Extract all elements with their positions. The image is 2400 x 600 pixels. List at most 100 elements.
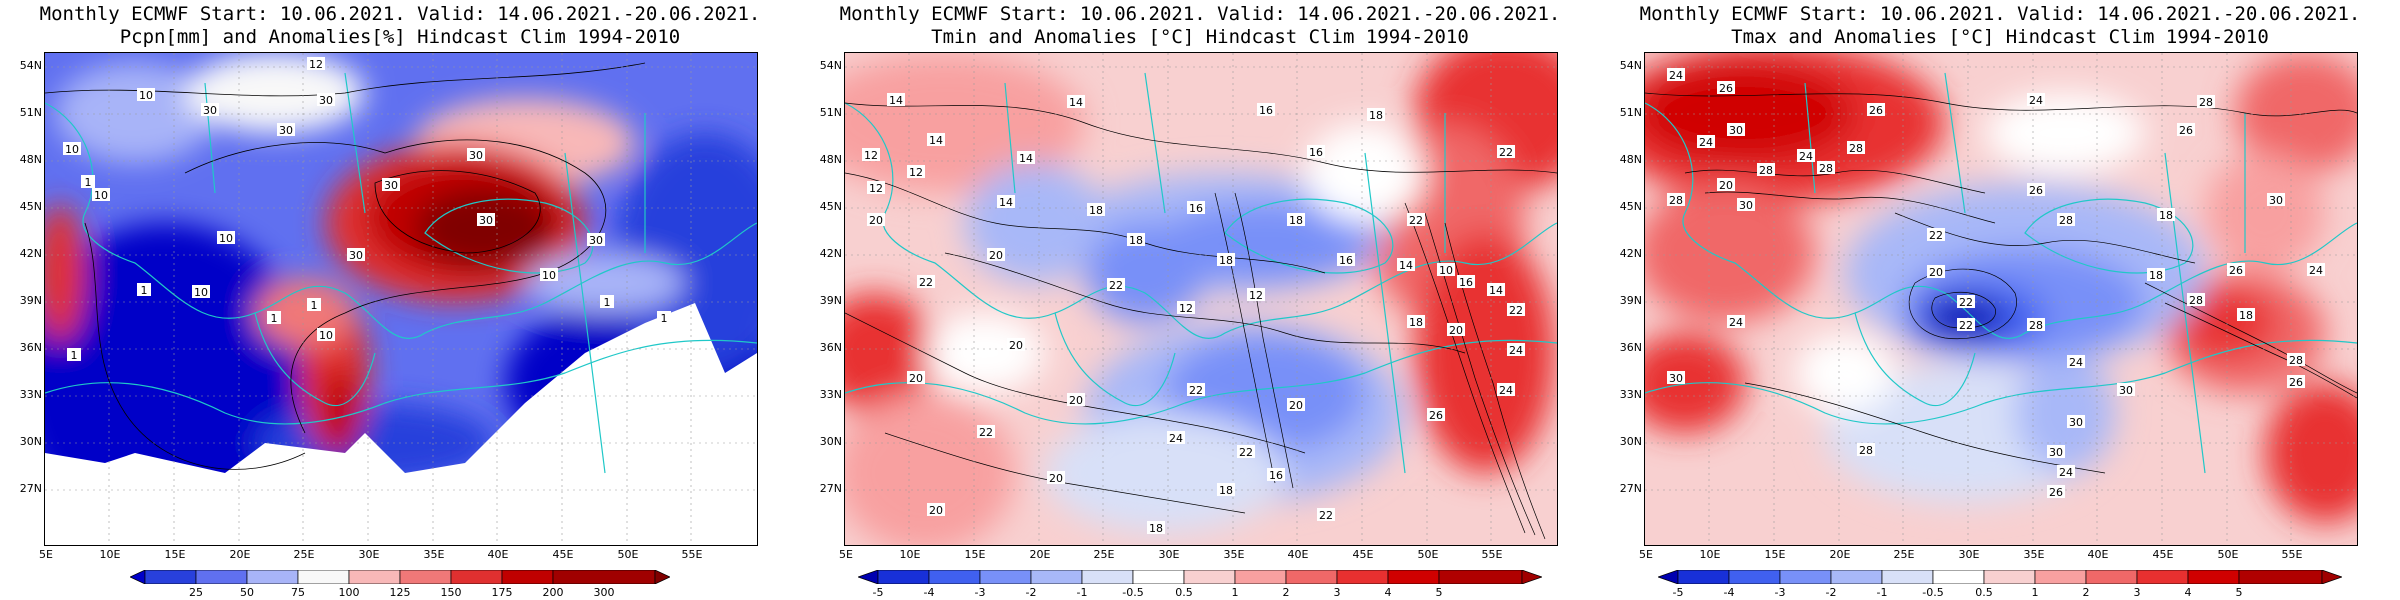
colorbar-label: 4 — [1384, 586, 1392, 599]
lon-tick: 50E — [2217, 548, 2239, 561]
lon-tick: 50E — [617, 548, 639, 561]
contour-label: 20 — [1049, 472, 1063, 485]
lat-tick: 51N — [1619, 106, 1642, 119]
contour-label: 12 — [1249, 289, 1263, 302]
contour-label: 22 — [1959, 296, 1973, 309]
lat-tick: 45N — [1619, 200, 1642, 213]
contour-label: 20 — [929, 504, 943, 517]
contour-label: 10 — [1439, 264, 1453, 277]
colorbar-label: -4 — [1723, 586, 1735, 599]
colorbar-label: 125 — [389, 586, 411, 599]
lat-tick: 36N — [1619, 341, 1642, 354]
panel-title-line1: Monthly ECMWF Start: 10.06.2021. Valid: … — [39, 3, 761, 25]
lat-tick: 54N — [1619, 59, 1642, 72]
contour-label: 1 — [141, 284, 148, 297]
contour-label: 10 — [194, 286, 208, 299]
lat-tick: 36N — [19, 341, 42, 354]
contour-label: 28 — [2289, 354, 2303, 367]
lon-tick: 35E — [2023, 548, 2045, 561]
contour-label: 18 — [2239, 309, 2253, 322]
lat-tick: 36N — [819, 341, 842, 354]
colorbar-label: -2 — [1825, 586, 1837, 599]
colorbar-label: 200 — [542, 586, 564, 599]
contour-label: 16 — [1309, 146, 1323, 159]
contour-label: 12 — [309, 58, 323, 71]
lon-tick: 45E — [2152, 548, 2174, 561]
lon-tick: 30E — [358, 548, 380, 561]
contour-label: 18 — [1219, 254, 1233, 267]
colorbar-label: 2 — [2082, 586, 2090, 599]
contour-label: 22 — [1189, 384, 1203, 397]
contour-label: 18 — [1129, 234, 1143, 247]
contour-label: 30 — [2119, 384, 2133, 397]
lon-tick: 15E — [164, 548, 186, 561]
contour-label: 1 — [311, 299, 318, 312]
contour-label: 10 — [139, 89, 153, 102]
contour-label: 22 — [979, 426, 993, 439]
colorbar-label: -3 — [974, 586, 986, 599]
lon-tick: 50E — [1417, 548, 1439, 561]
colorbar-label: -0.5 — [1922, 586, 1944, 599]
tmin-colorbar — [858, 570, 1542, 584]
contour-label: 30 — [279, 124, 293, 137]
colorbar-label: 50 — [240, 586, 254, 599]
contour-label: 24 — [1169, 432, 1183, 445]
contour-label: 20 — [1289, 399, 1303, 412]
lon-tick: 5E — [839, 548, 853, 561]
lat-tick: 30N — [19, 435, 42, 448]
contour-label: 24 — [2029, 94, 2043, 107]
contour-label: 1 — [71, 349, 78, 362]
contour-label: 30 — [1669, 372, 1683, 385]
tmax-colorbar — [1658, 570, 2342, 584]
contour-label: 30 — [319, 94, 333, 107]
colorbar-label: 150 — [440, 586, 462, 599]
contour-label: 16 — [1189, 202, 1203, 215]
colorbar-label: 0.5 — [1975, 586, 1993, 599]
colorbar-label: 300 — [593, 586, 615, 599]
contour-label: 18 — [1149, 522, 1163, 535]
contour-label: 28 — [2059, 214, 2073, 227]
colorbar-label: 175 — [491, 586, 513, 599]
colorbar-label: 5 — [1435, 586, 1443, 599]
colorbar-label: 2 — [1282, 586, 1290, 599]
contour-label: 26 — [2049, 486, 2063, 499]
lat-tick: 27N — [1619, 482, 1642, 495]
contour-label: 12 — [869, 182, 883, 195]
contour-label: 14 — [999, 196, 1013, 209]
contour-label: 20 — [1069, 394, 1083, 407]
panel-title-line2: Pcpn[mm] and Anomalies[%] Hindcast Clim … — [119, 26, 681, 48]
contour-label: 28 — [2199, 96, 2213, 109]
contour-label: 30 — [2049, 446, 2063, 459]
lat-tick: 39N — [19, 294, 42, 307]
contour-label: 30 — [589, 234, 603, 247]
contour-label: 18 — [1369, 109, 1383, 122]
lon-tick: 40E — [1287, 548, 1309, 561]
lat-tick: 54N — [19, 59, 42, 72]
lon-tick: 20E — [229, 548, 251, 561]
tmax-panel: Monthly ECMWF Start: 10.06.2021. Valid: … — [1600, 0, 2400, 600]
contour-label: 1 — [85, 176, 92, 189]
contour-label: 26 — [2029, 184, 2043, 197]
lon-tick: 25E — [293, 548, 315, 561]
contour-label: 1 — [661, 312, 668, 325]
contour-label: 18 — [1289, 214, 1303, 227]
colorbar-label: -1 — [1876, 586, 1888, 599]
colorbar-label: 1 — [2031, 586, 2039, 599]
contour-label: 16 — [1459, 276, 1473, 289]
contour-label: 30 — [349, 249, 363, 262]
lat-tick: 51N — [19, 106, 42, 119]
contour-label: 26 — [1869, 104, 1883, 117]
contour-label: 26 — [2229, 264, 2243, 277]
colorbar-label: -4 — [923, 586, 935, 599]
contour-label: 30 — [469, 149, 483, 162]
contour-label: 22 — [919, 276, 933, 289]
contour-label: 18 — [1219, 484, 1233, 497]
lon-tick: 40E — [487, 548, 509, 561]
contour-label: 24 — [2059, 466, 2073, 479]
contour-label: 20 — [1929, 266, 1943, 279]
lon-tick: 15E — [964, 548, 986, 561]
lon-tick: 55E — [1481, 548, 1503, 561]
contour-label: 22 — [1239, 446, 1253, 459]
contour-label: 28 — [1859, 444, 1873, 457]
contour-label: 20 — [989, 249, 1003, 262]
